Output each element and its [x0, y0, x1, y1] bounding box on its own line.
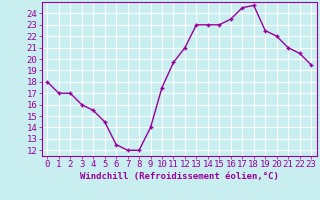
X-axis label: Windchill (Refroidissement éolien,°C): Windchill (Refroidissement éolien,°C)	[80, 172, 279, 181]
